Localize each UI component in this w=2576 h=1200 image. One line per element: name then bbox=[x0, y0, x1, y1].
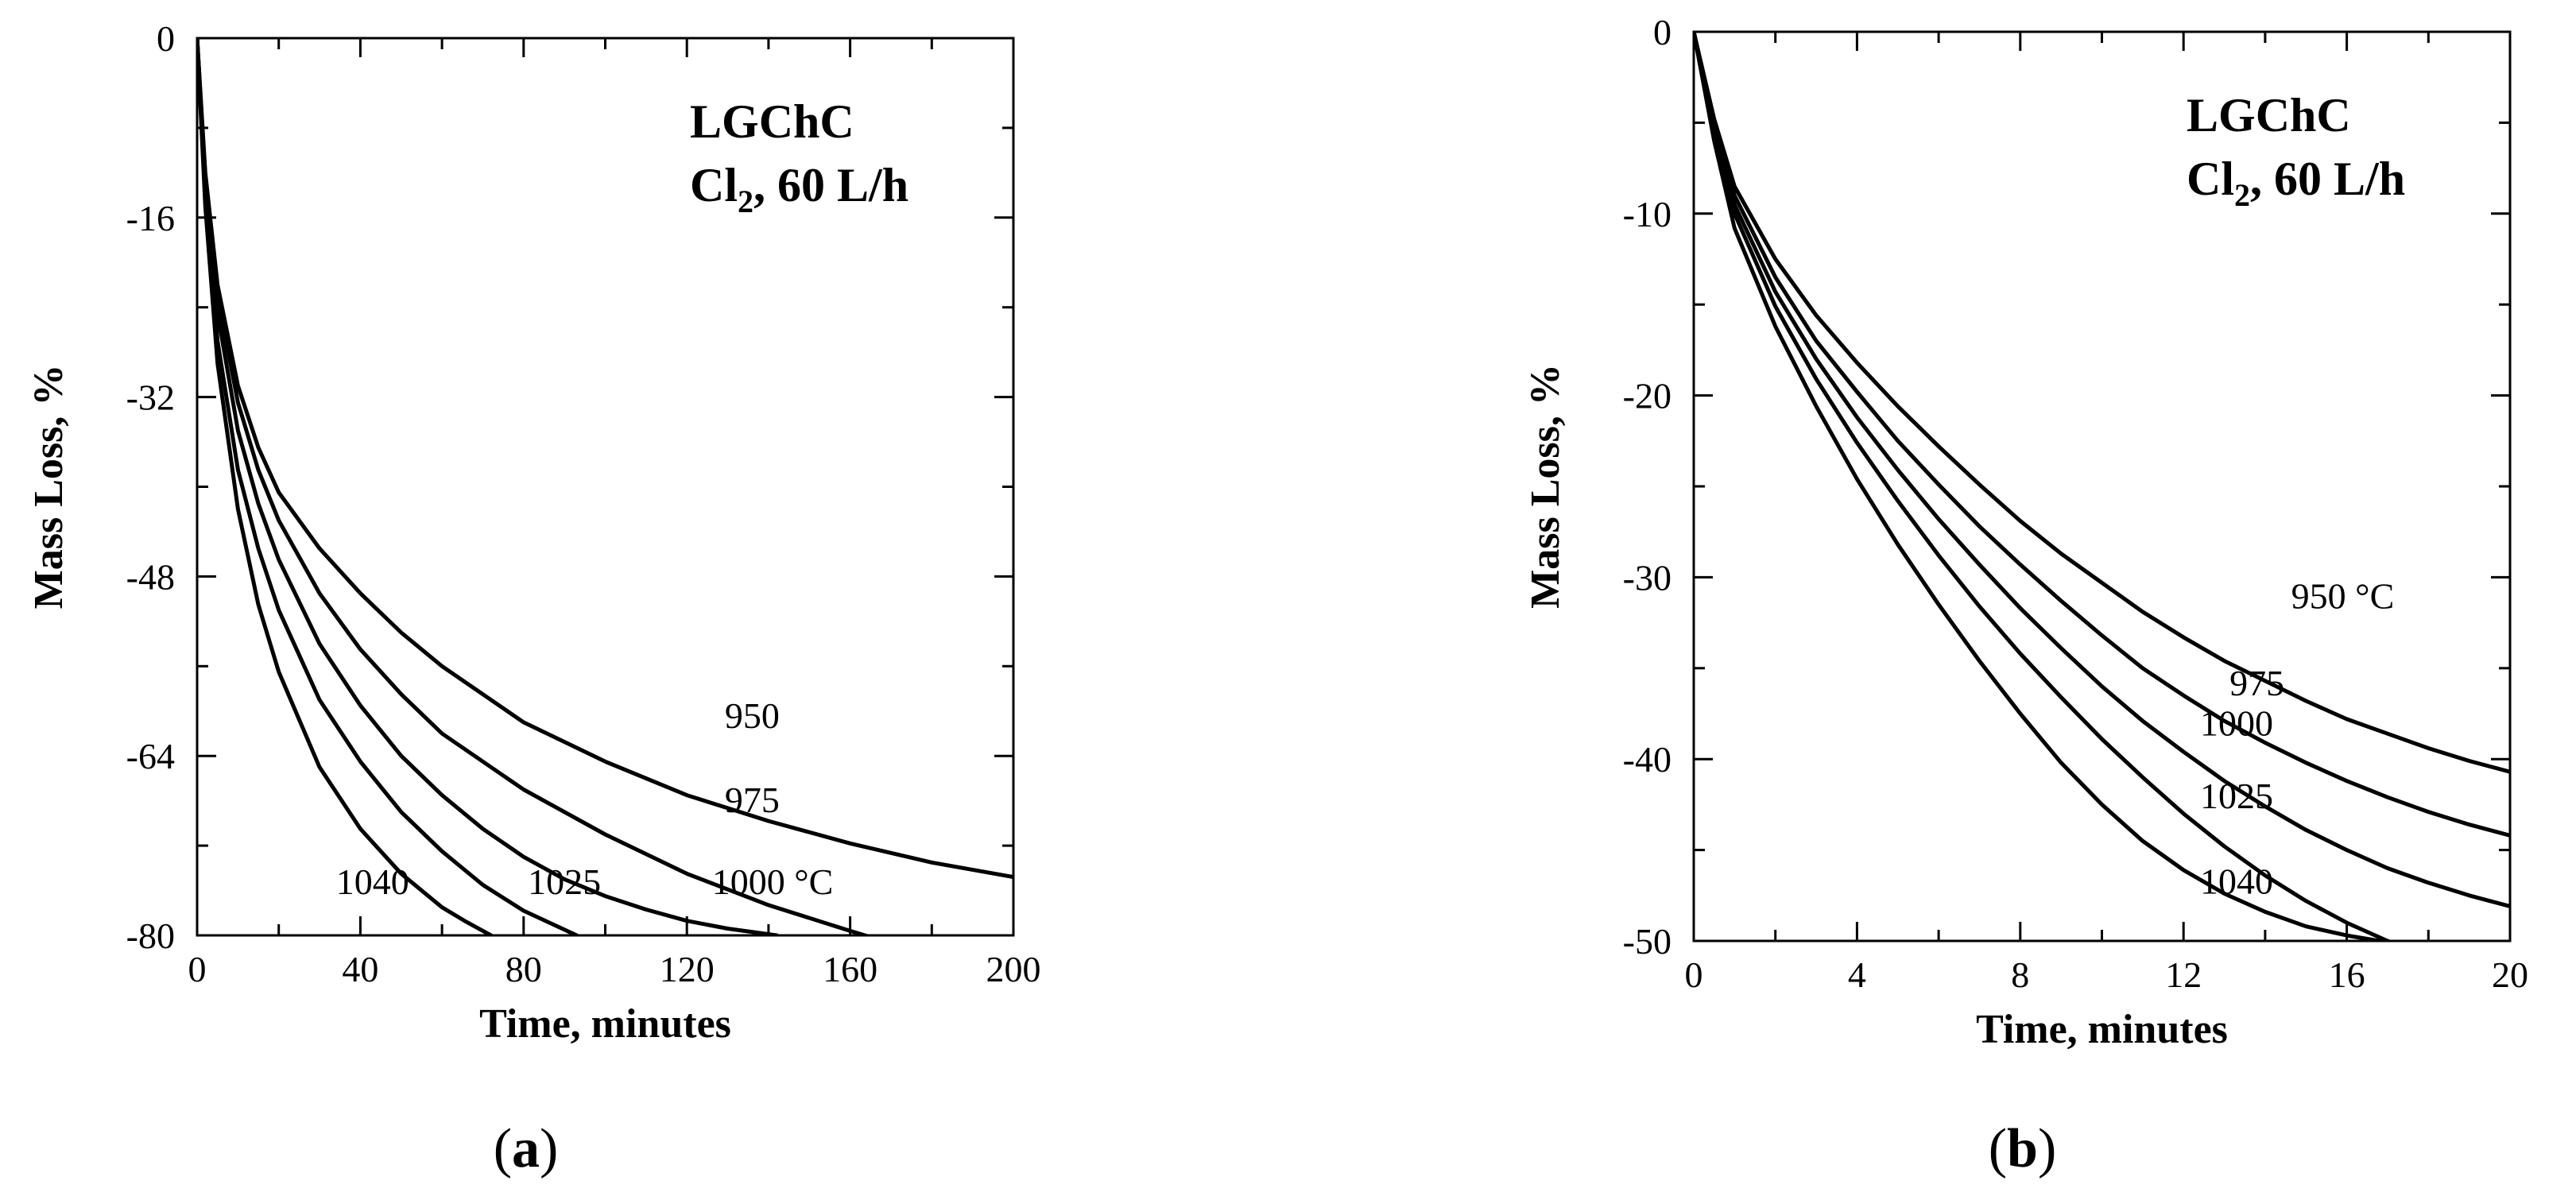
y-tick-label: -48 bbox=[126, 556, 175, 597]
x-tick-label: 0 bbox=[188, 949, 207, 989]
annotation-subscript: 2 bbox=[2234, 177, 2250, 213]
annotation-flow: , 60 L/h bbox=[753, 159, 908, 211]
x-tick-label: 40 bbox=[342, 949, 378, 989]
y-axis-title: Mass Loss, % bbox=[1523, 364, 1568, 609]
y-tick-label: 0 bbox=[1653, 12, 1671, 52]
y-tick-label: 0 bbox=[157, 18, 175, 59]
x-tick-label: 160 bbox=[823, 949, 877, 989]
annotation-material: LGChC bbox=[2187, 89, 2351, 141]
x-tick-label: 120 bbox=[660, 949, 715, 989]
x-tick-label: 8 bbox=[2011, 954, 2029, 995]
annotation-subscript: 2 bbox=[738, 184, 753, 219]
series-label-1040: 1040 bbox=[2200, 861, 2273, 902]
annotation-gas: Cl bbox=[690, 159, 738, 211]
annotation-conditions: Cl2, 60 L/h bbox=[2187, 153, 2405, 213]
series-label-950: 950 °C bbox=[2291, 575, 2395, 616]
y-tick-label: -64 bbox=[126, 736, 175, 776]
annotation-flow: , 60 L/h bbox=[2250, 153, 2405, 205]
series-line-1025 bbox=[1694, 32, 2394, 941]
x-tick-label: 4 bbox=[1848, 954, 1866, 995]
series-line-950 bbox=[197, 38, 1013, 880]
y-tick-label: -40 bbox=[1623, 739, 1671, 780]
annotation-material: LGChC bbox=[690, 95, 854, 148]
y-tick-label: -10 bbox=[1623, 194, 1671, 234]
panel-letter: a bbox=[512, 1118, 540, 1179]
y-tick-label: -32 bbox=[126, 377, 175, 418]
x-tick-label: 16 bbox=[2329, 954, 2365, 995]
y-tick-label: -80 bbox=[126, 915, 175, 956]
x-axis-title: Time, minutes bbox=[479, 1001, 731, 1047]
series-label-1000: 1000 °C bbox=[712, 861, 834, 902]
x-axis-title: Time, minutes bbox=[1976, 1007, 2228, 1052]
x-tick-label: 80 bbox=[506, 949, 542, 989]
x-tick-label: 20 bbox=[2492, 954, 2528, 995]
series-line-1000 bbox=[1694, 32, 2510, 908]
panel-label: (b) bbox=[1989, 1118, 2057, 1179]
y-tick-label: -20 bbox=[1623, 376, 1671, 416]
x-tick-label: 200 bbox=[986, 949, 1041, 989]
series-line-975 bbox=[1694, 32, 2510, 838]
x-tick-label: 0 bbox=[1685, 954, 1703, 995]
series-line-975 bbox=[197, 38, 872, 935]
series-line-1040 bbox=[1694, 32, 2382, 941]
series-label-1040: 1040 bbox=[336, 861, 409, 902]
chart-panel-b: 0 4 8 12 16 20 0 -10 -20 -30 -40 -50 Time, minutes Ma… bbox=[1523, 12, 2528, 1179]
x-tick-label: 12 bbox=[2165, 954, 2202, 995]
panel-label: (a) bbox=[494, 1118, 559, 1179]
panel-letter: b bbox=[2007, 1118, 2038, 1179]
y-tick-label: -50 bbox=[1623, 921, 1671, 962]
y-axis-title: Mass Loss, % bbox=[26, 365, 72, 610]
y-tick-label: -30 bbox=[1623, 557, 1671, 598]
series-label-1000: 1000 bbox=[2200, 703, 2273, 743]
series-line-950 bbox=[1694, 32, 2510, 774]
annotation-conditions: Cl2, 60 L/h bbox=[690, 159, 908, 219]
series-label-975: 975 bbox=[2229, 663, 2284, 703]
series-label-1025: 1025 bbox=[2200, 776, 2273, 816]
series-line-1000 bbox=[197, 38, 779, 935]
series-label-975: 975 bbox=[725, 780, 780, 820]
chart-panel-a: 0 40 80 120 160 200 0 -16 -32 -48 -64 -80 Time, minu… bbox=[26, 18, 1041, 1179]
series-line-1040 bbox=[197, 38, 494, 935]
annotation-gas: Cl bbox=[2187, 153, 2234, 205]
series-label-1025: 1025 bbox=[528, 861, 601, 902]
series-label-950: 950 bbox=[725, 695, 780, 736]
y-tick-label: -16 bbox=[126, 198, 175, 238]
